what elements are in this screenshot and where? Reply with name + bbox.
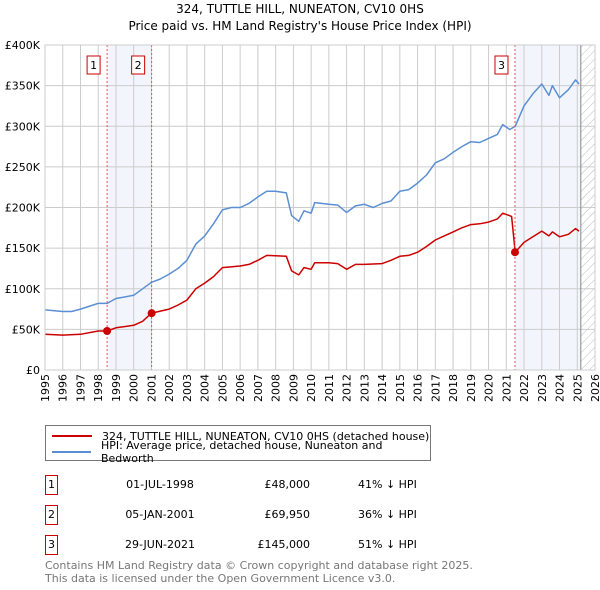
sale-label-box <box>131 55 146 75</box>
legend-label: HPI: Average price, detached house, Nune… <box>100 439 383 465</box>
footer-licence: This data is licensed under the Open Gov… <box>45 572 396 585</box>
chart-subtitle: Price paid vs. HM Land Registry's House … <box>128 19 472 33</box>
x-tick-label: 2025 <box>571 374 584 402</box>
x-tick-label: 2010 <box>305 374 318 402</box>
x-tick-label: 2024 <box>554 374 567 402</box>
sale-marker-badge: 3 <box>45 535 58 555</box>
y-tick-label: £100K <box>5 283 41 296</box>
x-tick-label: 1995 <box>39 374 52 402</box>
sale-hpi-delta: 41% ↓ HPI <box>358 478 417 491</box>
x-tick-label: 2018 <box>447 374 460 402</box>
sale-row: 3 29-JUN-2021 £145,000 51% ↓ HPI <box>45 535 465 555</box>
y-tick-label: £250K <box>5 161 41 174</box>
x-tick-label: 2007 <box>252 374 265 402</box>
x-tick-label: 2022 <box>518 374 531 402</box>
footer-copyright: Contains HM Land Registry data © Crown c… <box>45 559 473 572</box>
y-tick-label: £200K <box>5 202 41 215</box>
sale-point <box>103 327 112 335</box>
x-tick-label: 1997 <box>74 374 87 402</box>
x-tick-label: 1996 <box>57 374 70 402</box>
sale-label: 3 <box>498 59 505 72</box>
x-tick-label: 2017 <box>429 374 442 402</box>
x-tick-label: 2008 <box>270 374 283 402</box>
sale-hpi-delta: 51% ↓ HPI <box>358 538 417 551</box>
x-tick-label: 2026 <box>589 374 600 402</box>
x-tick-label: 2015 <box>394 374 407 402</box>
x-tick-label: 2004 <box>199 374 212 402</box>
x-tick-label: 2002 <box>163 374 176 402</box>
series-line <box>44 212 580 336</box>
x-tick-label: 2009 <box>287 374 300 402</box>
chart-legend: 324, TUTTLE HILL, NUNEATON, CV10 0HS (de… <box>45 425 431 465</box>
legend-item-property: 324, TUTTLE HILL, NUNEATON, CV10 0HS (de… <box>52 428 429 444</box>
series-line <box>44 79 580 313</box>
sale-point <box>510 248 519 257</box>
x-tick-label: 2020 <box>483 374 496 402</box>
x-tick-label: 2006 <box>234 374 247 402</box>
sale-row: 2 05-JAN-2001 £69,950 36% ↓ HPI <box>45 505 465 525</box>
sale-date: 29-JUN-2021 <box>124 538 196 551</box>
sale-point <box>147 309 156 318</box>
x-tick-label: 1998 <box>92 374 105 402</box>
sale-label: 1 <box>90 59 97 72</box>
chart-title: 324, TUTTLE HILL, NUNEATON, CV10 0HS <box>176 2 424 16</box>
x-tick-label: 2013 <box>358 374 371 402</box>
sale-price: £69,950 <box>264 508 311 521</box>
sale-marker-badge: 1 <box>45 475 58 495</box>
sale-price: £145,000 <box>257 538 311 551</box>
y-tick-label: £150K <box>5 242 41 255</box>
legend-swatch-red <box>52 435 92 437</box>
sale-label-box <box>86 55 101 75</box>
price-chart: 1 2 3 1995 1996 1997 1998 1999 2000 2001 2002 2003… <box>5 39 600 402</box>
sale-label: 2 <box>135 59 142 72</box>
sale-marker-badge: 2 <box>45 505 58 525</box>
y-tick-label: £0 <box>26 364 40 377</box>
x-tick-label: 2003 <box>181 374 194 402</box>
sale-hpi-delta: 36% ↓ HPI <box>358 508 417 521</box>
legend-swatch-blue <box>52 451 91 453</box>
x-tick-label: 2016 <box>412 374 425 402</box>
legend-label: 324, TUTTLE HILL, NUNEATON, CV10 0HS (de… <box>102 429 430 443</box>
x-tick-label: 2019 <box>465 374 478 402</box>
y-tick-label: £300K <box>5 120 41 133</box>
sale-date: 05-JAN-2001 <box>125 508 195 521</box>
plot-frame <box>44 44 596 371</box>
sale-label-box <box>494 55 509 75</box>
sale-row: 1 01-JUL-1998 £48,000 41% ↓ HPI <box>45 475 465 495</box>
sale-date: 01-JUL-1998 <box>126 478 194 491</box>
x-tick-label: 2011 <box>323 374 336 402</box>
legend-item-hpi: HPI: Average price, detached house, Nune… <box>52 439 430 465</box>
x-tick-label: 2014 <box>376 374 389 402</box>
x-tick-label: 1999 <box>110 374 123 402</box>
y-tick-label: £400K <box>5 39 41 52</box>
y-tick-label: £50K <box>12 323 41 336</box>
x-tick-label: 2001 <box>145 374 158 402</box>
x-tick-label: 2000 <box>128 374 141 402</box>
x-tick-label: 2023 <box>536 374 549 402</box>
sale-price: £48,000 <box>264 478 311 491</box>
x-tick-label: 2005 <box>216 374 229 402</box>
y-tick-label: £350K <box>5 80 41 93</box>
x-tick-label: 2021 <box>500 374 513 402</box>
x-tick-label: 2012 <box>341 374 354 402</box>
